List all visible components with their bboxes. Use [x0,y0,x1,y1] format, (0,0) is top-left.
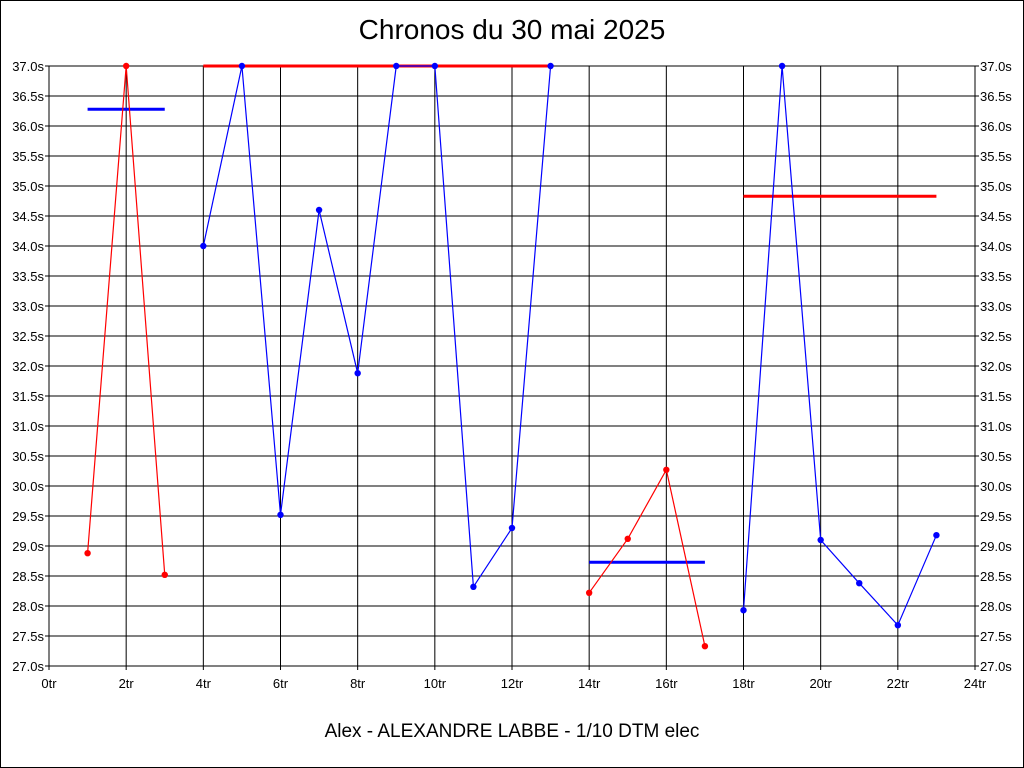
data-point [122,62,130,70]
y-tick-label-left: 33.5s [12,269,44,284]
y-tick-label-left: 36.0s [12,119,44,134]
y-tick-label-left: 29.5s [12,509,44,524]
data-point [200,242,207,250]
y-tick-label-left: 28.5s [12,569,44,584]
y-tick-label-left: 36.5s [12,89,44,104]
y-tick-label-right: 27.5s [980,629,1012,644]
data-point [856,580,863,587]
y-axis-left-labels: 27.0s 27.5s 28.0s 28.5s 29.0s 29.5s 30.0s 30.5s… [12,59,44,674]
data-point [238,62,246,70]
y-tick-label-right: 29.0s [980,539,1012,554]
data-point [315,206,323,214]
data-point [470,583,477,590]
data-point [547,62,554,70]
x-tick-label: 4tr [196,676,212,691]
y-tick-label-left: 31.0s [12,419,44,434]
y-tick-label-left: 33.0s [12,299,44,314]
x-tick-label: 6tr [273,676,289,691]
x-tick-label: 16tr [655,676,678,691]
y-tick-label-right: 34.0s [980,239,1012,254]
data-point [778,62,786,70]
data-point [817,536,824,544]
x-tick-label: 8tr [350,676,366,691]
y-tick-label-right: 32.5s [980,329,1012,344]
x-tick-label: 18tr [732,676,755,691]
x-tick-label: 20tr [809,676,832,691]
y-tick-label-right: 27.0s [980,659,1012,674]
y-tick-label-right: 35.5s [980,149,1012,164]
x-tick-label: 12tr [501,676,524,691]
y-tick-label-left: 32.0s [12,359,44,374]
y-tick-label-right: 28.5s [980,569,1012,584]
y-tick-label-left: 32.5s [12,329,44,344]
y-tick-label-left: 35.5s [12,149,44,164]
data-point [663,466,670,473]
y-tick-label-right: 31.5s [980,389,1012,404]
x-tick-label: 22tr [887,676,910,691]
data-point [393,62,400,70]
y-tick-label-left: 34.5s [12,209,44,224]
chart-subtitle: Alex - ALEXANDRE LABBE - 1/10 DTM elec [324,721,700,742]
y-tick-label-left: 28.0s [12,599,44,614]
data-point [740,607,747,614]
data-point [354,370,361,377]
y-tick-label-left: 35.0s [12,179,44,194]
y-tick-label-right: 32.0s [980,359,1012,374]
y-tick-label-right: 33.0s [980,299,1012,314]
y-tick-label-left: 27.0s [12,659,44,674]
data-point [277,511,284,518]
x-axis-labels: 0tr 2tr 4tr 6tr 8tr 10tr 12tr 14tr 16tr 18tr 20tr 2… [41,676,986,691]
data-point [84,550,91,557]
y-tick-label-left: 29.0s [12,539,44,554]
series-line [588,468,706,647]
data-point [431,62,439,70]
data-point [701,643,709,650]
x-tick-label: 14tr [578,676,601,691]
y-tick-label-right: 36.0s [980,119,1012,134]
data-point [933,532,940,539]
x-tick-label: 2tr [119,676,135,691]
y-tick-label-right: 34.5s [980,209,1012,224]
y-tick-label-right: 33.5s [980,269,1012,284]
y-tick-label-right: 37.0s [980,59,1012,74]
data-point [508,524,516,532]
y-tick-label-right: 31.0s [980,419,1012,434]
data-point [161,571,168,578]
y-tick-label-right: 30.5s [980,449,1012,464]
series-line [742,65,937,627]
series-lines [84,62,940,650]
y-tick-label-right: 36.5s [980,89,1012,104]
chart-title: Chronos du 30 mai 2025 [358,14,666,45]
y-tick-label-left: 30.5s [12,449,44,464]
data-point [624,535,631,542]
y-tick-label-right: 28.0s [980,599,1012,614]
y-tick-label-left: 30.0s [12,479,44,494]
grid-lines [45,65,979,670]
y-tick-label-left: 27.5s [12,629,44,644]
data-point [585,589,593,596]
y-tick-label-left: 37.0s [12,59,44,74]
y-tick-label-right: 29.5s [980,509,1012,524]
x-tick-label: 24tr [964,676,987,691]
average-lines [87,64,937,564]
x-tick-label: 0tr [41,676,57,691]
series-line [202,65,552,589]
x-tick-label: 10tr [424,676,447,691]
y-tick-label-right: 30.0s [980,479,1012,494]
y-tick-label-right: 35.0s [980,179,1012,194]
data-point [894,622,902,629]
y-tick-label-left: 31.5s [12,389,44,404]
y-tick-label-left: 34.0s [12,239,44,254]
y-axis-right-labels: 27.0s 27.5s 28.0s 28.5s 29.0s 29.5s 30.0s 30.5s… [980,59,1012,674]
